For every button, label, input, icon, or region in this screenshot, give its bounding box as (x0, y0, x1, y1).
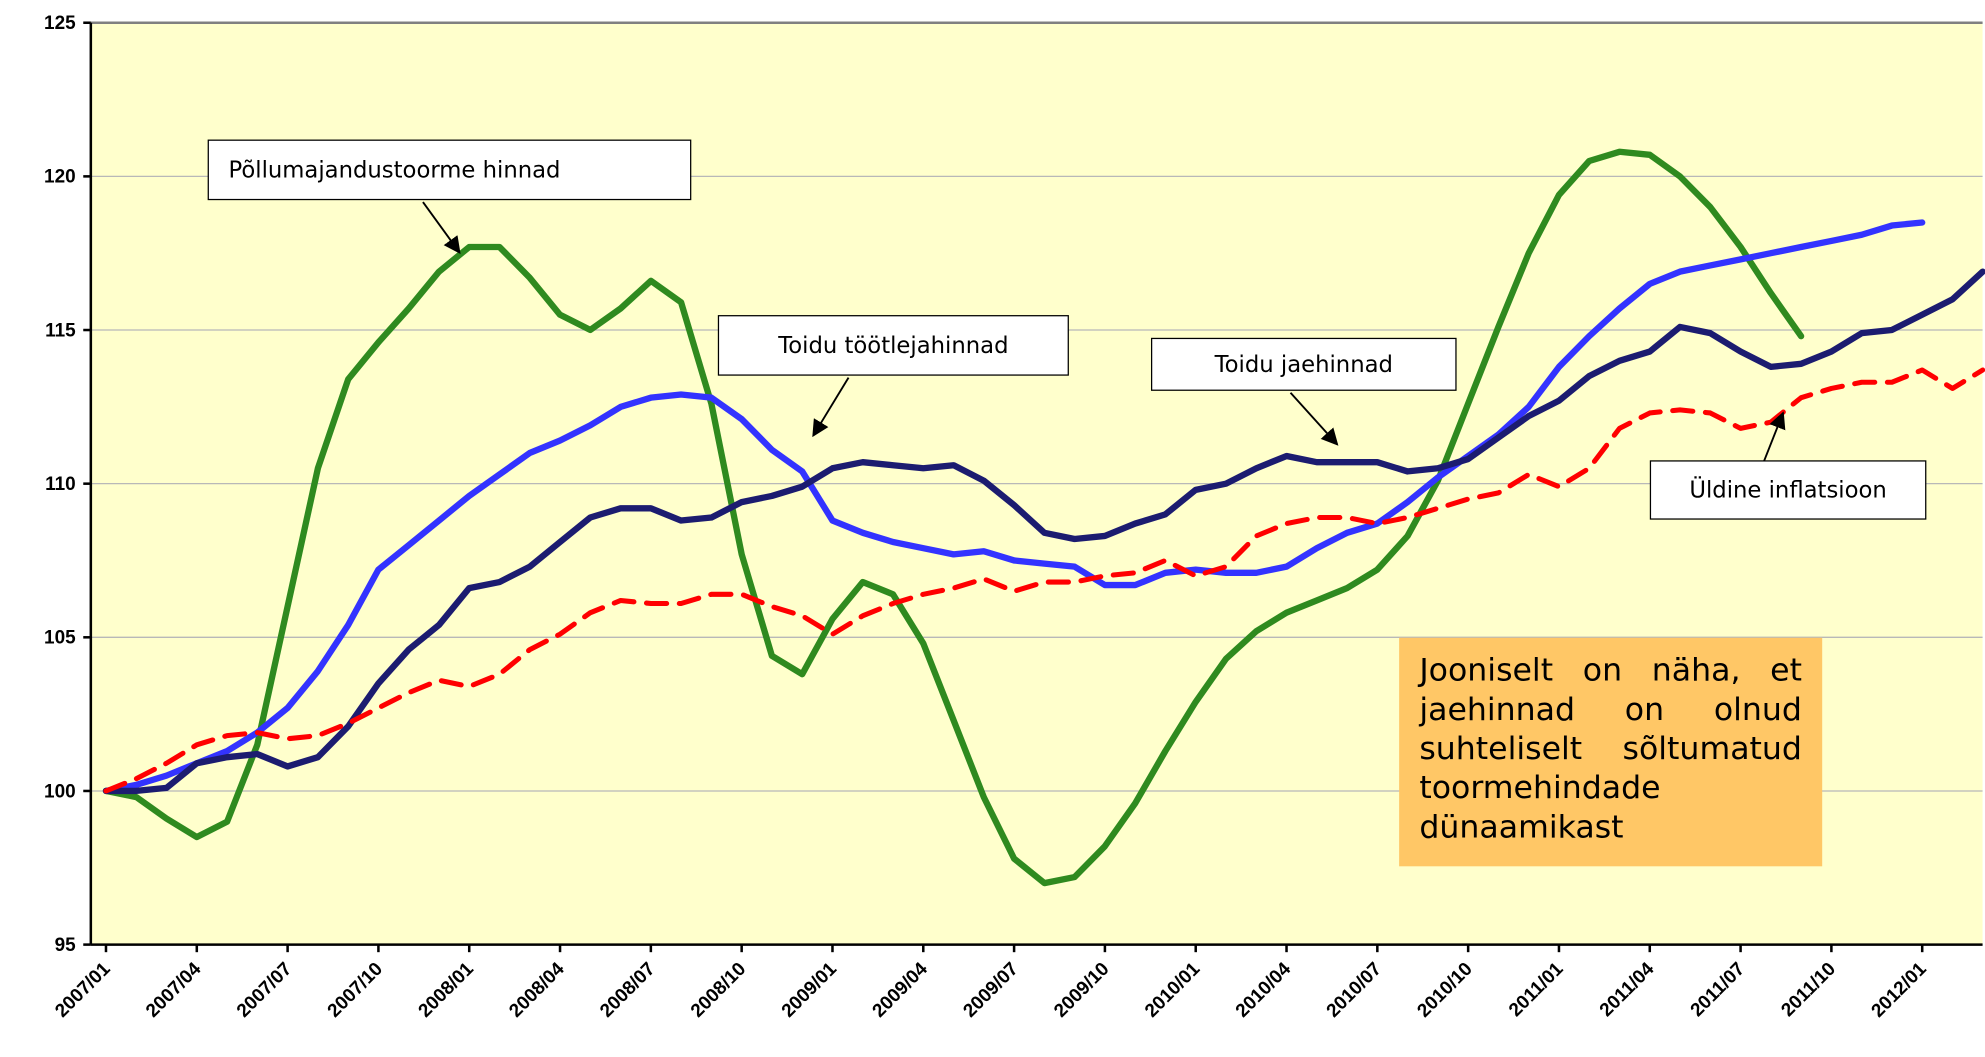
y-tick-label: 95 (55, 935, 76, 956)
x-tick-label: 2007/10 (324, 959, 387, 1022)
annotation-arrow (1289, 392, 1339, 446)
lines (102, 148, 1985, 887)
series-line (102, 268, 1985, 795)
note-text: Jooniselt on näha, et jaehinnad on olnud… (1419, 651, 1802, 845)
x-tick-label: 2007/07 (233, 959, 296, 1022)
annotation-arrow (1763, 411, 1786, 462)
y-tick-label: 125 (44, 13, 76, 34)
x-tick-label: 2009/10 (1050, 959, 1113, 1022)
x-tick-label: 2009/01 (778, 959, 841, 1022)
note-holder: Jooniselt on näha, et jaehinnad on olnud… (1419, 651, 1802, 845)
annotation-box (717, 315, 1069, 376)
x-tick-label: 2009/07 (959, 959, 1022, 1022)
y-tick-label: 110 (45, 474, 76, 495)
annotation-arrow (812, 377, 850, 438)
x-tick-label: 2010/07 (1323, 959, 1386, 1022)
series-line (103, 367, 1985, 794)
annotations: Põllumajandustoorme hinnad Toidu töötleja… (207, 139, 1927, 520)
x-tick-label: 2012/01 (1868, 959, 1931, 1022)
x-tick-label: 2008/04 (505, 958, 569, 1022)
x-tick-label: 2011/04 (1596, 958, 1659, 1021)
note-box (1399, 637, 1823, 867)
annotation-box (207, 139, 692, 201)
series-line (102, 219, 1926, 795)
y-tick-label: 115 (45, 320, 76, 341)
x-tick-label: 2008/01 (415, 959, 478, 1022)
x-tick-label: 2010/04 (1232, 958, 1296, 1022)
annotation-box (1649, 460, 1927, 520)
x-tick-label: 2011/07 (1687, 959, 1750, 1022)
annotation-text: Toidu töötlejahinnad (777, 333, 1008, 359)
series-line (102, 148, 1805, 887)
x-tick-label: 2007/01 (51, 959, 114, 1022)
x-tick-label: 2007/04 (142, 958, 206, 1022)
annotation-box (1150, 337, 1457, 391)
x-tick-label: 2009/04 (869, 958, 933, 1022)
y-tick-label: 120 (44, 167, 76, 188)
annotation-text: Põllumajandustoorme hinnad (228, 157, 560, 183)
annotation-text: Toidu jaehinnad (1214, 352, 1393, 378)
x-tick-label: 2011/10 (1777, 959, 1840, 1022)
x-tick-label: 2011/01 (1505, 959, 1568, 1022)
annotation-arrow (422, 201, 461, 254)
y-tick-label: 105 (44, 628, 76, 649)
x-tick-label: 2010/01 (1141, 959, 1204, 1022)
x-tick-label: 2008/10 (687, 959, 750, 1022)
x-tick-label: 2008/07 (596, 959, 659, 1022)
annotation-text: Üldine inflatsioon (1689, 476, 1886, 504)
x-tick-label: 2010/10 (1413, 959, 1476, 1022)
y-tick-label: 100 (44, 781, 76, 802)
